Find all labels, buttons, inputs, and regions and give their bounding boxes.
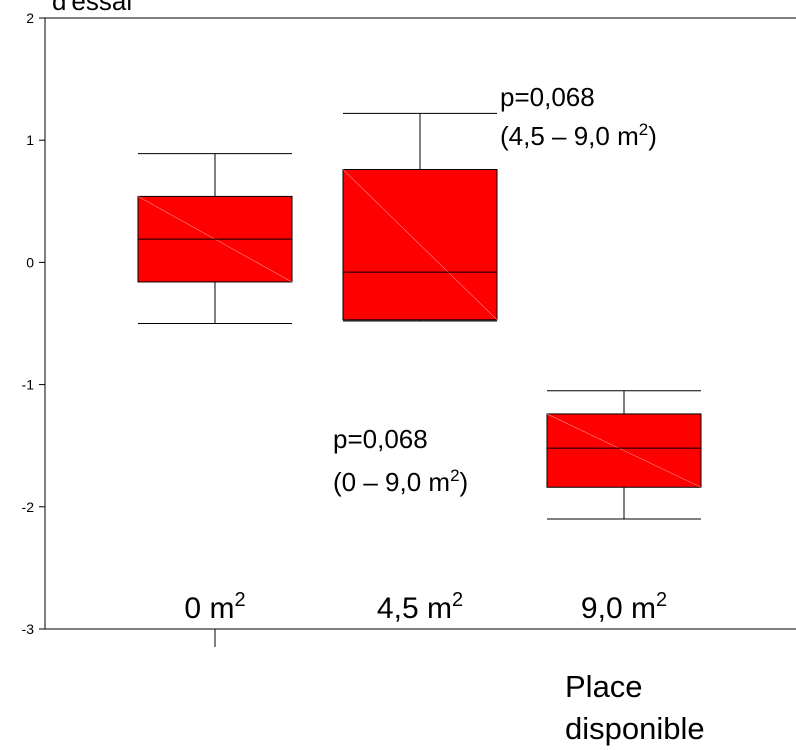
y-tick-label: 2	[26, 10, 34, 26]
y-tick-label: 1	[26, 132, 34, 148]
y-tick-label: -1	[22, 377, 35, 393]
box-plot	[138, 154, 292, 324]
y-tick-label: -3	[22, 621, 35, 637]
x-axis-title: Place disponible	[565, 666, 705, 750]
x-axis-title-line-2: disponible	[565, 708, 705, 750]
p-value-text: p=0,068	[333, 424, 428, 454]
boxes-group	[138, 113, 701, 519]
chart-title: d'essai	[52, 0, 132, 16]
y-tick-label: 0	[26, 254, 34, 270]
box-plot	[547, 391, 701, 519]
comparison-text: (4,5 – 9,0 m2)	[500, 120, 657, 151]
p-value-text: p=0,068	[500, 82, 595, 112]
p-value-annotation: p=0,068 (4,5 – 9,0 m2)	[500, 82, 657, 151]
y-tick-label: -2	[22, 499, 35, 515]
category-label: 4,5 m2	[377, 589, 463, 625]
category-label: 9,0 m2	[581, 589, 667, 625]
p-value-annotation: p=0,068 (0 – 9,0 m2)	[333, 424, 468, 497]
axes-group: 2 1 0 -1 -2 -3	[22, 10, 796, 647]
x-axis-title-line-1: Place	[565, 666, 705, 708]
box-plot	[343, 113, 497, 321]
comparison-text: (0 – 9,0 m2)	[333, 466, 468, 497]
category-label: 0 m2	[184, 589, 245, 625]
